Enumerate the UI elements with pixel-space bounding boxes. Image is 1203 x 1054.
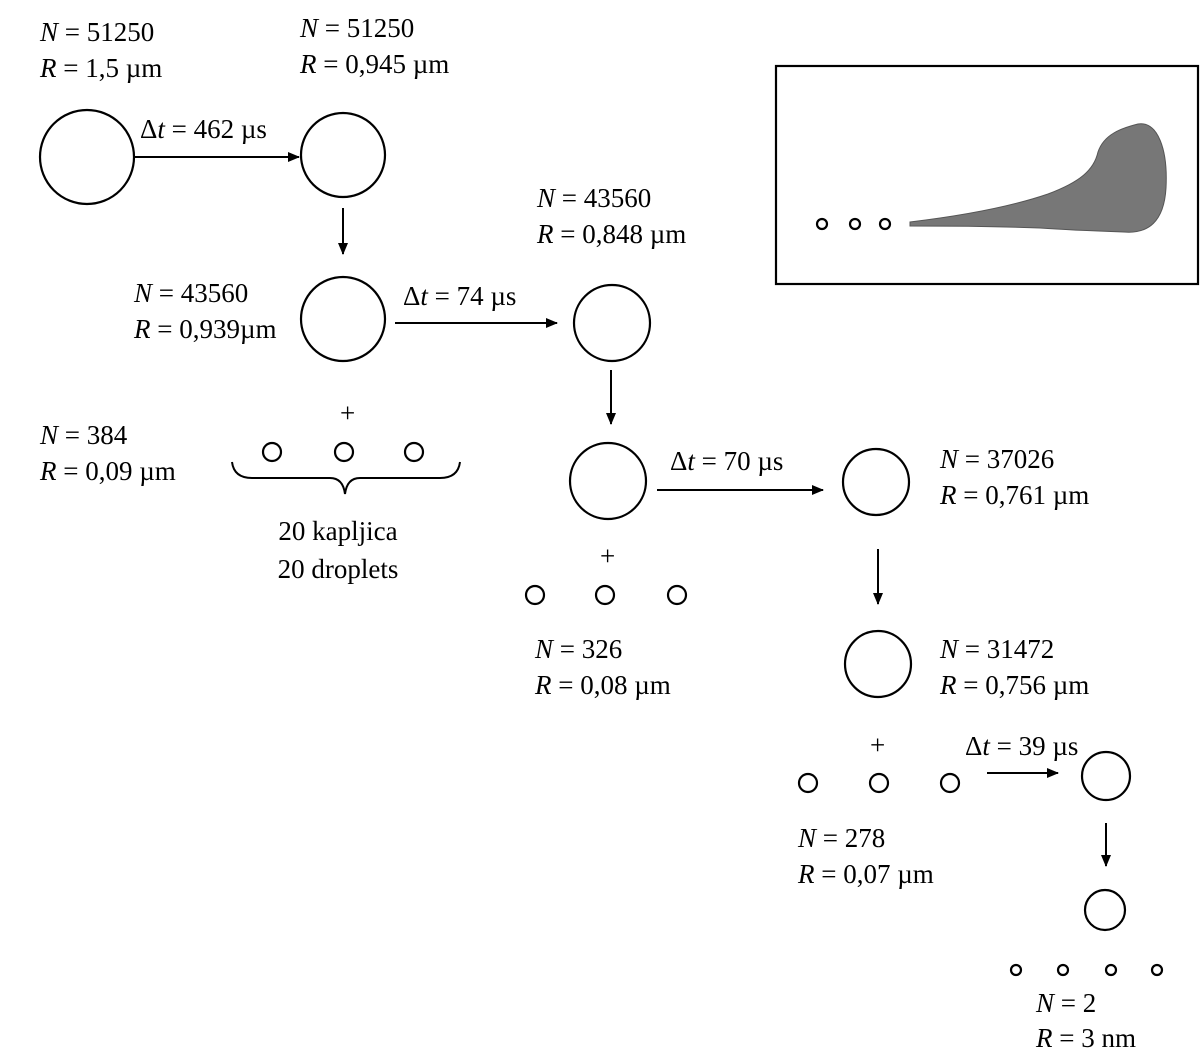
svg-text:R = 0,756 µm: R = 0,756 µm: [939, 670, 1089, 700]
satellite-label-2: N = 326 R = 0,08 µm: [534, 634, 671, 700]
satellite-droplet: [1150, 963, 1164, 977]
satellite-droplet: [333, 441, 355, 463]
satellite-n-value: 278: [845, 823, 886, 853]
satellite-droplet: [1009, 963, 1023, 977]
svg-text:R = 1,5 µm: R = 1,5 µm: [39, 53, 162, 83]
satellite-label-4: N = 2 R = 3 nm: [1035, 988, 1136, 1053]
svg-text:N = 51250: N = 51250: [39, 17, 154, 47]
stage-r-value: 0,761 µm: [985, 480, 1089, 510]
satellite-droplet: [939, 772, 961, 794]
stage-label-s5: N = 37026 R = 0,761 µm: [939, 444, 1089, 510]
inset-droplet: [815, 217, 829, 231]
interval-value: 462 µs: [194, 114, 267, 144]
drop-s2: [299, 111, 387, 199]
drop-s5: [568, 441, 648, 521]
stage-n-value: 43560: [584, 183, 652, 213]
plus-sign: +: [600, 541, 615, 571]
interval-label-3: Δt = 70 µs: [670, 446, 783, 476]
satellite-droplet: [868, 772, 890, 794]
satellite-droplet: [594, 584, 616, 606]
svg-text:N = 2: N = 2: [1035, 988, 1096, 1018]
stage-label-s1: N = 51250 R = 1,5 µm: [39, 17, 162, 83]
svg-text:R = 0,761 µm: R = 0,761 µm: [939, 480, 1089, 510]
svg-text:R = 0,945 µm: R = 0,945 µm: [299, 49, 449, 79]
stage-r-value: 1,5 µm: [85, 53, 162, 83]
svg-text:R = 0,08 µm: R = 0,08 µm: [534, 670, 671, 700]
satellite-group-4: [1009, 963, 1164, 977]
inset-jet-shape: [909, 123, 1167, 233]
stage-n-value: 51250: [87, 17, 155, 47]
satellite-n-value: 326: [582, 634, 623, 664]
stage-label-s6: N = 31472 R = 0,756 µm: [939, 634, 1089, 700]
satellite-r-value: 0,07 µm: [843, 859, 934, 889]
plus-sign: +: [870, 730, 885, 760]
drop-s4: [572, 283, 652, 363]
stage-n-value: 31472: [987, 634, 1055, 664]
satellite-droplet: [524, 584, 546, 606]
satellite-group-1: [261, 441, 425, 463]
satellite-r-value: 3 nm: [1081, 1023, 1136, 1053]
droplet-count-line-2: 20 droplets: [278, 554, 399, 584]
interval-label-2: Δt = 74 µs: [403, 281, 516, 311]
svg-text:N = 51250: N = 51250: [299, 13, 414, 43]
svg-text:N = 326: N = 326: [534, 634, 622, 664]
drop-s9: [1083, 888, 1127, 932]
svg-text:N = 384: N = 384: [39, 420, 128, 450]
svg-text:N = 31472: N = 31472: [939, 634, 1054, 664]
drop-s8: [1080, 750, 1132, 802]
satellite-droplet: [797, 772, 819, 794]
svg-text:N = 37026: N = 37026: [939, 444, 1054, 474]
satellite-droplet: [1056, 963, 1070, 977]
stage-r-value: 0,756 µm: [985, 670, 1089, 700]
stage-label-s4: N = 43560 R = 0,848 µm: [536, 183, 686, 249]
satellite-n-value: 2: [1083, 988, 1097, 1018]
satellite-droplet: [403, 441, 425, 463]
drop-s1: [38, 108, 136, 206]
stage-r-value: 0,939µm: [179, 314, 276, 344]
inset-droplet: [878, 217, 892, 231]
svg-text:N = 278: N = 278: [797, 823, 885, 853]
satellite-r-value: 0,09 µm: [85, 456, 176, 486]
plus-sign: +: [340, 398, 355, 428]
svg-text:R = 3 nm: R = 3 nm: [1035, 1023, 1136, 1053]
svg-text:N = 43560: N = 43560: [536, 183, 651, 213]
satellite-group-2: [524, 584, 688, 606]
stage-r-value: 0,848 µm: [582, 219, 686, 249]
stage-n-value: 43560: [181, 278, 249, 308]
satellite-label-1: N = 384 R = 0,09 µm: [39, 420, 176, 486]
satellite-droplet: [261, 441, 283, 463]
inset-panel: [774, 64, 1200, 286]
stage-label-s3: N = 43560 R = 0,939µm: [133, 278, 277, 344]
interval-label-1: Δt = 462 µs: [140, 114, 267, 144]
svg-text:R = 0,848 µm: R = 0,848 µm: [536, 219, 686, 249]
interval-value: 39 µs: [1019, 731, 1079, 761]
inset-droplet: [848, 217, 862, 231]
drop-s6: [841, 447, 911, 517]
interval-value: 70 µs: [724, 446, 784, 476]
stage-n-value: 37026: [987, 444, 1055, 474]
satellite-droplet: [1104, 963, 1118, 977]
satellite-label-3: N = 278 R = 0,07 µm: [797, 823, 934, 889]
drop-s7: [843, 629, 913, 699]
satellite-group-3: [797, 772, 961, 794]
droplet-count-line-1: 20 kapljica: [278, 516, 397, 546]
svg-text:R = 0,07 µm: R = 0,07 µm: [797, 859, 934, 889]
svg-text:N = 43560: N = 43560: [133, 278, 248, 308]
satellite-n-value: 384: [87, 420, 128, 450]
drop-s3: [299, 275, 387, 363]
svg-text:R = 0,939µm: R = 0,939µm: [133, 314, 277, 344]
svg-text:R = 0,09 µm: R = 0,09 µm: [39, 456, 176, 486]
interval-label-4: Δt = 39 µs: [965, 731, 1078, 761]
brace: [231, 461, 461, 495]
stage-r-value: 0,945 µm: [345, 49, 449, 79]
stage-n-value: 51250: [347, 13, 415, 43]
satellite-droplet: [666, 584, 688, 606]
stage-label-s2: N = 51250 R = 0,945 µm: [299, 13, 449, 79]
satellite-r-value: 0,08 µm: [580, 670, 671, 700]
interval-value: 74 µs: [457, 281, 517, 311]
